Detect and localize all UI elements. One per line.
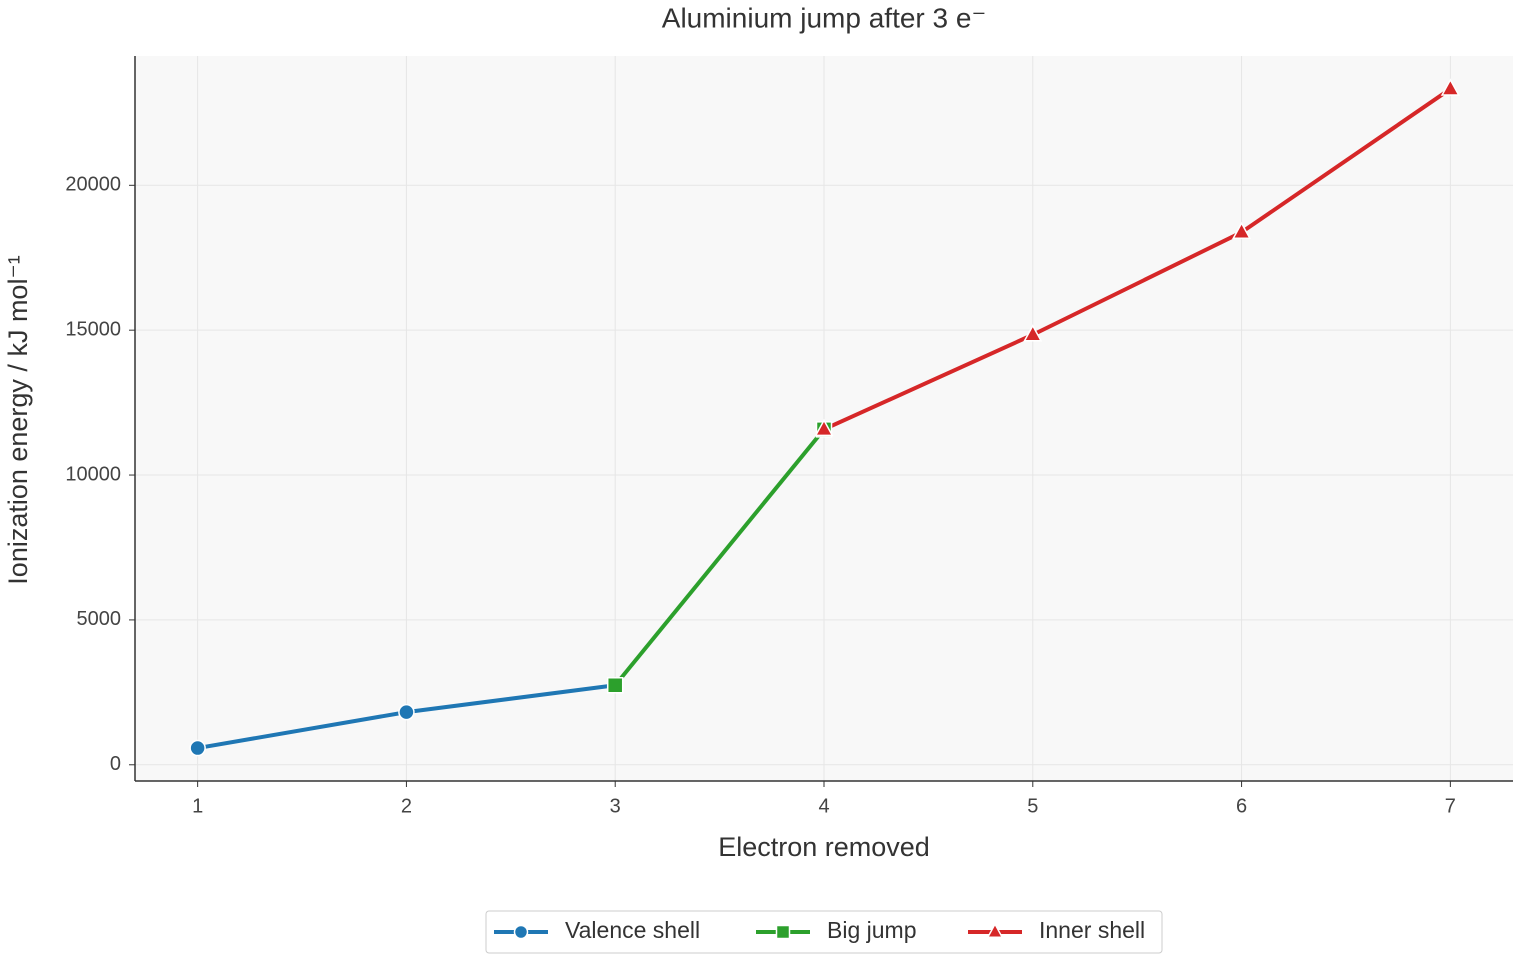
marker (513, 924, 529, 940)
x-tick-label: 2 (401, 795, 412, 817)
legend-label: Valence shell (565, 917, 700, 943)
x-tick-label: 7 (1445, 795, 1456, 817)
y-axis-label: Ionization energy / kJ mol⁻¹ (3, 255, 33, 584)
grid: 0 5000 10000 15000 20000 1 2 3 4 5 6 7 (65, 56, 1513, 817)
marker (1232, 221, 1252, 240)
marker (189, 739, 206, 757)
legend: Valence shell Big jump Inner shell (485, 910, 1163, 954)
x-tick-label: 4 (818, 795, 829, 817)
legend-label: Big jump (827, 917, 916, 943)
marker (606, 676, 624, 694)
series-line (613, 428, 826, 687)
chart-title: Aluminium jump after 3 e⁻ (662, 2, 986, 33)
x-tick-label: 3 (610, 795, 621, 817)
series-line (823, 87, 1452, 432)
legend-box (485, 910, 1163, 954)
marker (814, 418, 834, 437)
marker (775, 924, 791, 940)
series-group (189, 78, 1460, 757)
marker (398, 703, 415, 721)
legend-label: Inner shell (1039, 917, 1145, 943)
marker (1440, 78, 1460, 96)
y-tick-label: 0 (110, 753, 121, 775)
marker (986, 922, 1004, 938)
y-tick-label: 15000 (65, 318, 121, 340)
marker (1023, 324, 1043, 342)
x-axis-label: Electron removed (718, 832, 930, 862)
y-tick-label: 5000 (77, 608, 122, 630)
y-tick-label: 10000 (65, 463, 121, 485)
x-tick-label: 6 (1236, 795, 1247, 817)
y-tick-label: 20000 (65, 174, 121, 196)
x-tick-label: 5 (1027, 795, 1038, 817)
x-tick-label: 1 (192, 795, 203, 817)
